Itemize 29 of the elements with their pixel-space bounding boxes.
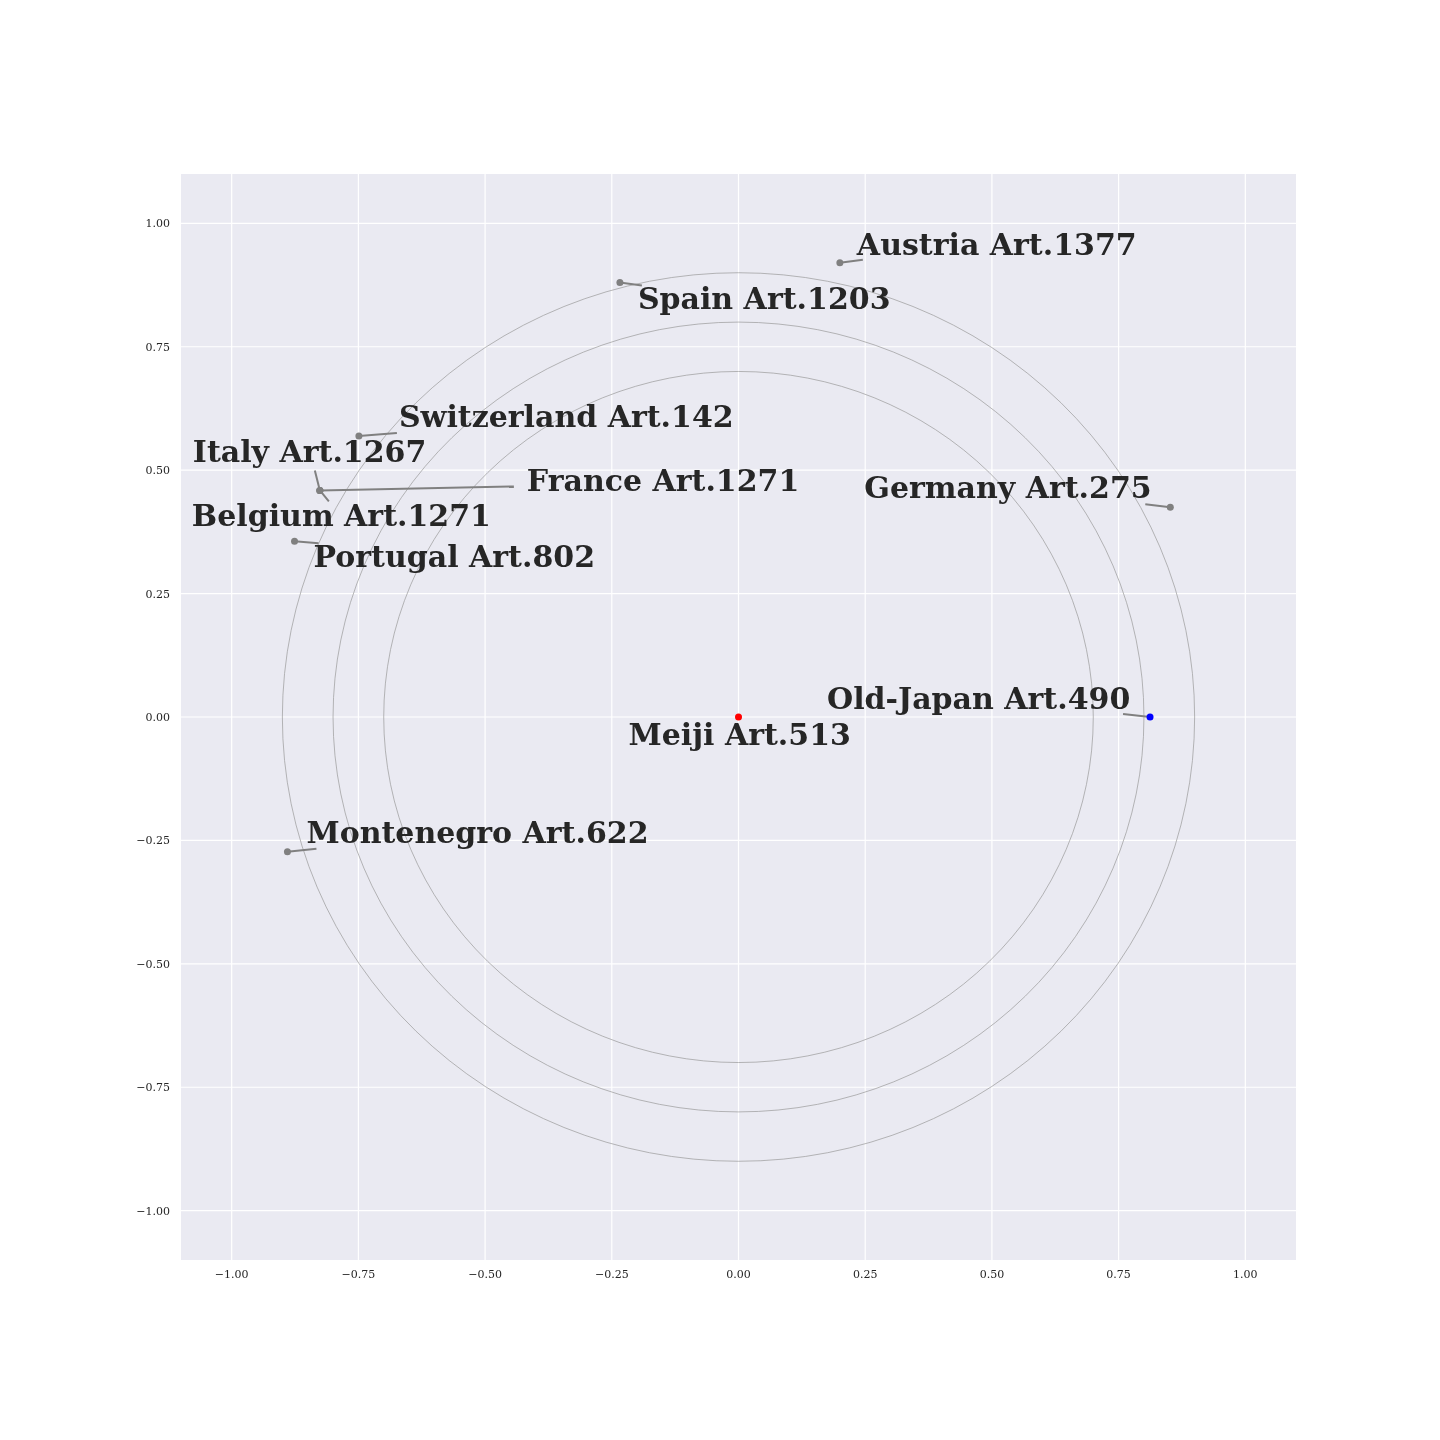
y-tick-label: −0.25 bbox=[136, 834, 170, 848]
annotation: Italy Art.1267 bbox=[192, 434, 427, 470]
y-tick-label: 1.00 bbox=[145, 217, 170, 231]
x-tick-label: 1.00 bbox=[1233, 1268, 1258, 1281]
x-tick-label: 0.00 bbox=[726, 1268, 751, 1281]
annotation: Belgium Art.1271 bbox=[191, 498, 491, 534]
y-tick-label: 0.75 bbox=[145, 340, 170, 354]
annotation: France Art.1271 bbox=[526, 463, 800, 499]
annotation: Old-Japan Art.490 bbox=[827, 681, 1131, 716]
x-tick-label: −1.00 bbox=[214, 1268, 249, 1281]
annotation: Germany Art.275 bbox=[864, 470, 1152, 506]
y-tick-label: −1.00 bbox=[136, 1204, 170, 1218]
x-tick-label: 0.50 bbox=[979, 1268, 1005, 1281]
x-tick-label: 0.75 bbox=[1106, 1268, 1131, 1281]
y-tick-label: −0.75 bbox=[136, 1081, 170, 1095]
annotation: Montenegro Art.622 bbox=[306, 814, 649, 850]
x-tick-label: −0.75 bbox=[341, 1268, 376, 1281]
y-tick-label: 0.25 bbox=[145, 587, 170, 601]
annotation: Portugal Art.802 bbox=[313, 539, 596, 575]
annotation: Meiji Art.513 bbox=[628, 717, 851, 752]
x-tick-label: −0.50 bbox=[468, 1268, 502, 1281]
annotation: Spain Art.1203 bbox=[637, 280, 891, 316]
x-tick-label: 0.25 bbox=[852, 1268, 878, 1281]
annotation: Austria Art.1377 bbox=[855, 226, 1137, 262]
x-tick-label: −0.25 bbox=[594, 1268, 629, 1281]
annotation: Switzerland Art.142 bbox=[398, 399, 734, 435]
y-tick-label: 0.50 bbox=[145, 464, 170, 478]
y-tick-label: 0.00 bbox=[145, 711, 170, 724]
y-tick-label: −0.50 bbox=[136, 957, 170, 971]
